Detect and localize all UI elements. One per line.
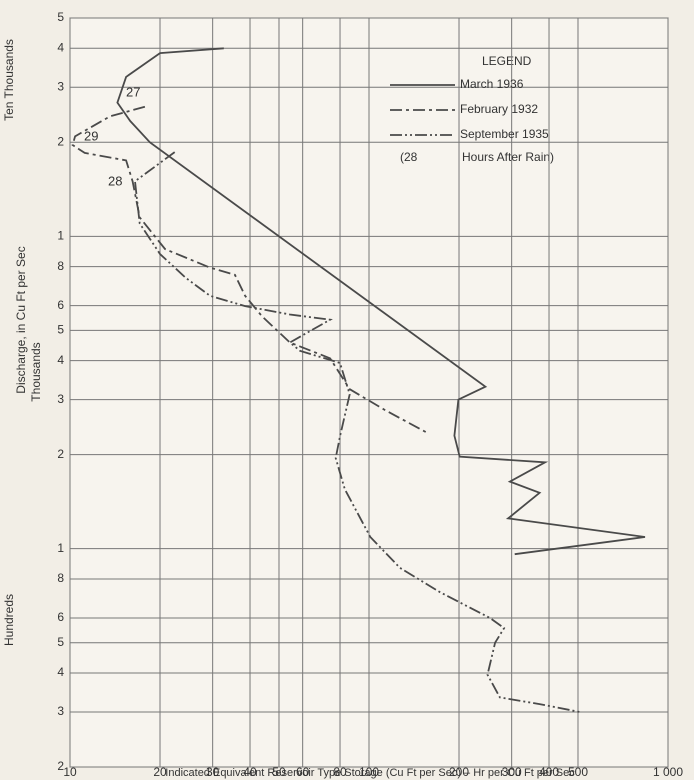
annotation: 28 [108,173,122,188]
y-tick-label: 4 [57,40,64,54]
legend-title: LEGEND [482,54,532,68]
y-tick-label: 6 [57,298,64,312]
y-tick-label: 3 [57,79,64,93]
y-tick-label: 5 [57,323,64,337]
x-tick-label: 30 [206,765,220,779]
x-tick-label: 20 [153,765,167,779]
x-tick-label: 40 [243,765,257,779]
legend-label: March 1936 [460,77,524,91]
x-tick-label: 100 [359,765,379,779]
x-tick-label: 300 [502,765,522,779]
x-tick-label: 500 [568,765,588,779]
x-tick-label: 50 [272,765,286,779]
y-tick-label: 8 [57,571,64,585]
y-group-label: Thousands [29,342,43,401]
data-line [134,151,581,713]
y-axis-label: Discharge, in Cu Ft per Sec [14,246,28,393]
y-tick-label: 6 [57,610,64,624]
legend-note: (28 [400,150,418,164]
x-tick-label: 80 [333,765,347,779]
y-tick-label: 2 [57,759,64,773]
y-tick-label: 1 [57,228,64,242]
legend-label: February 1932 [460,102,538,116]
legend-note: Hours After Rain) [462,150,554,164]
y-group-label: Hundreds [2,594,16,646]
x-tick-label: 10 [63,765,77,779]
annotation: 29 [84,128,98,143]
y-tick-label: 1 [57,541,64,555]
y-tick-label: 2 [57,134,64,148]
x-axis-label: Indicated Equivalent Reservoir Type Stor… [165,767,575,779]
y-tick-label: 5 [57,635,64,649]
x-tick-label: 400 [539,765,559,779]
y-tick-label: 4 [57,665,64,679]
y-group-label: Ten Thousands [2,39,16,121]
y-tick-label: 5 [57,10,64,24]
x-tick-label: 60 [296,765,310,779]
legend-label: September 1935 [460,127,549,141]
y-tick-label: 3 [57,704,64,718]
data-line [71,105,430,435]
y-tick-label: 2 [57,447,64,461]
x-tick-label: 1 000 [653,765,683,779]
y-tick-label: 3 [57,392,64,406]
legend-box [384,50,594,168]
data-line [116,47,646,556]
annotation: 27 [126,84,140,99]
y-tick-label: 8 [57,259,64,273]
y-tick-label: 4 [57,353,64,367]
x-tick-label: 200 [449,765,469,779]
